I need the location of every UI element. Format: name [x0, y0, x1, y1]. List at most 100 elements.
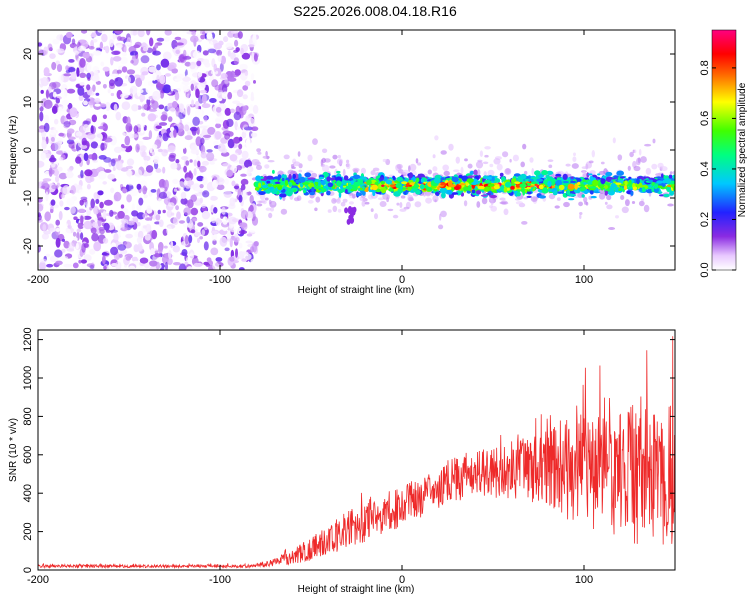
noise-blob — [39, 111, 44, 122]
noise-blob — [170, 162, 178, 170]
signal-blob — [656, 180, 663, 184]
noise-blob — [178, 220, 186, 224]
noise-blob — [86, 263, 95, 268]
noise-blob — [67, 168, 73, 172]
noise-blob — [242, 85, 249, 91]
noise-blob — [179, 54, 186, 63]
x-tick-label: 100 — [575, 574, 593, 586]
noise-blob — [232, 100, 241, 104]
halo-blob — [579, 214, 582, 220]
signal-blob — [288, 182, 293, 187]
signal-blob — [506, 187, 510, 191]
noise-blob — [42, 150, 49, 154]
noise-blob — [51, 143, 55, 152]
noise-blob — [61, 248, 66, 253]
noise-blob — [42, 178, 52, 182]
noise-blob — [166, 210, 173, 218]
noise-blob — [50, 208, 54, 214]
noise-blob — [184, 61, 191, 67]
noise-blob — [156, 230, 160, 234]
noise-blob — [184, 177, 192, 182]
halo-blob — [631, 201, 636, 204]
noise-blob — [103, 222, 110, 231]
noise-blob — [43, 230, 51, 235]
noise-blob — [250, 132, 258, 138]
signal-blob — [320, 180, 327, 186]
noise-blob — [92, 221, 98, 228]
halo-blob — [573, 152, 576, 157]
noise-blob — [118, 253, 123, 258]
signal-blob — [352, 174, 361, 180]
signal-blob — [379, 177, 385, 180]
noise-blob — [63, 73, 72, 77]
noise-blob — [117, 210, 125, 219]
noise-blob — [55, 97, 60, 104]
signal-blob — [314, 181, 319, 186]
noise-blob — [41, 131, 47, 138]
x-tick-label: 0 — [399, 274, 405, 286]
signal-blob — [266, 175, 274, 180]
y-tick-label: 200 — [22, 522, 34, 540]
noise-blob — [246, 166, 251, 176]
noise-blob — [45, 153, 51, 159]
noise-blob — [66, 198, 75, 206]
signal-blob — [534, 170, 541, 176]
signal-blob — [477, 185, 485, 190]
noise-blob — [93, 192, 99, 200]
noise-blob — [158, 197, 164, 203]
noise-blob — [126, 69, 136, 75]
signal-blob — [590, 195, 597, 199]
noise-blob — [90, 125, 96, 135]
noise-blob — [150, 189, 157, 193]
noise-blob — [62, 185, 71, 195]
noise-blob — [230, 228, 236, 233]
noise-blob — [203, 261, 209, 266]
noise-blob — [174, 91, 180, 101]
signal-blob — [281, 174, 286, 179]
noise-blob — [124, 41, 131, 46]
y-tick-label: 800 — [22, 407, 34, 425]
noise-blob — [238, 267, 245, 270]
noise-blob — [159, 74, 166, 85]
noise-blob — [144, 233, 151, 241]
noise-blob — [183, 165, 188, 173]
noise-blob — [174, 36, 182, 41]
noise-blob — [253, 53, 258, 62]
halo-blob — [280, 208, 288, 215]
signal-blob — [420, 178, 424, 183]
signal-blob — [570, 176, 574, 179]
signal-blob — [630, 191, 634, 196]
noise-blob — [120, 204, 125, 209]
halo-blob — [337, 154, 341, 159]
noise-blob — [142, 185, 148, 195]
noise-blob — [135, 143, 140, 153]
signal-blob — [450, 192, 459, 195]
noise-blob — [187, 199, 194, 209]
signal-blob — [587, 180, 594, 184]
noise-blob — [56, 48, 65, 54]
signal-blob — [636, 178, 640, 185]
signal-blob — [574, 188, 581, 194]
noise-blob — [253, 188, 258, 199]
noise-blob — [97, 190, 104, 196]
signal-blob — [385, 179, 393, 185]
noise-blob — [207, 48, 217, 54]
colorbar-tick-label: 0.4 — [699, 161, 711, 176]
noise-blob — [102, 210, 107, 220]
noise-blob — [61, 99, 70, 106]
noise-blob — [43, 114, 50, 124]
signal-blob — [487, 183, 495, 187]
halo-blob — [531, 168, 534, 176]
halo-blob — [442, 164, 450, 171]
noise-blob — [77, 45, 86, 52]
noise-blob — [76, 67, 80, 77]
noise-blob — [136, 203, 142, 211]
halo-blob — [364, 201, 370, 205]
noise-blob — [241, 150, 249, 159]
x-tick-label: -200 — [27, 574, 49, 586]
noise-blob — [249, 204, 254, 213]
noise-blob — [64, 206, 70, 211]
signal-blob — [613, 175, 619, 179]
halo-blob — [361, 200, 366, 207]
spectrogram-frame — [37, 29, 676, 271]
